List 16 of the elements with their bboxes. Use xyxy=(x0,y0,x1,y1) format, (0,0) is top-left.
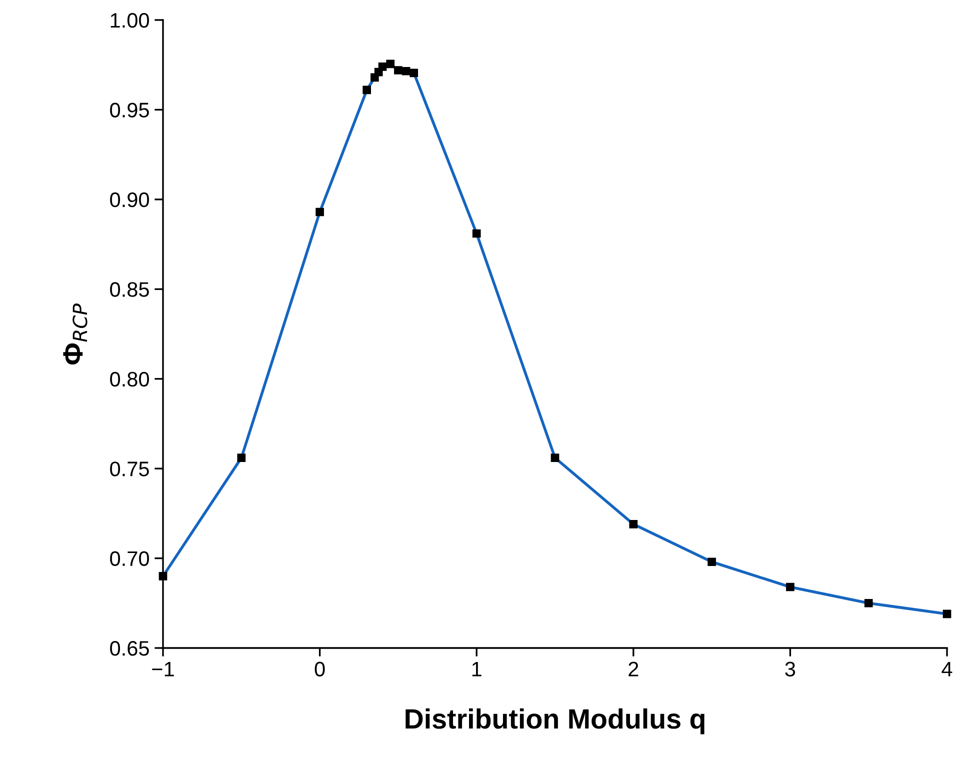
y-axis-title: Φ$_{RCP}$ xyxy=(63,304,88,365)
y-tick-label: 0.70 xyxy=(110,551,149,566)
y-tick-label: 0.80 xyxy=(110,372,149,387)
y-tick-label: 0.85 xyxy=(110,282,149,297)
y-tick-label: 0.75 xyxy=(110,462,149,476)
x-tick-label: 1 xyxy=(472,662,482,676)
y-tick-label: 1.00 xyxy=(110,13,149,28)
x-tick-label: 4 xyxy=(942,662,952,676)
x-tick-label: 3 xyxy=(785,662,796,676)
y-tick-label: 0.95 xyxy=(110,102,149,118)
x-tick-label: −1 xyxy=(152,662,174,676)
x-tick-label: 0 xyxy=(314,662,325,676)
y-tick-label: 0.65 xyxy=(110,641,149,656)
x-tick-label: 2 xyxy=(628,662,638,676)
x-axis-title: Distribution Modulus q xyxy=(406,708,704,734)
y-tick-label: 0.90 xyxy=(110,192,149,208)
